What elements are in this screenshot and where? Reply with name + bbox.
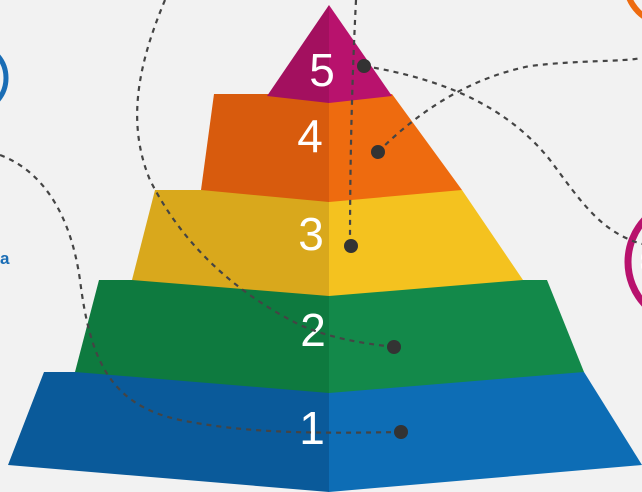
- connector-dot-2: [387, 340, 401, 354]
- connector-dot-3: [344, 239, 358, 253]
- level-3-left-face: [132, 190, 329, 296]
- top-right-edge-circle: [626, 0, 642, 19]
- level-2-left-face: [75, 280, 329, 393]
- pyramid-level-2: [75, 280, 584, 393]
- pyramid-level-3: [132, 190, 523, 296]
- pyramid-level-4: [201, 94, 462, 202]
- level-4-left-face: [201, 94, 329, 202]
- connector-level-3: [348, 0, 358, 247]
- level-number-4: 4: [297, 110, 323, 162]
- right-edge-circle: [624, 217, 642, 307]
- connector-dot-1: [394, 425, 408, 439]
- connector-level-4: [377, 56, 642, 153]
- connector-dot-4: [371, 145, 385, 159]
- connector-dot-5: [357, 59, 371, 73]
- side-text-fragment: a: [0, 249, 10, 268]
- level-5-left-face: [267, 5, 329, 103]
- level-5-right-face: [329, 5, 392, 103]
- level-number-1: 1: [299, 402, 325, 454]
- connector-level-1: [0, 153, 401, 434]
- level-1-right-face: [329, 372, 642, 492]
- level-number-3: 3: [298, 208, 324, 260]
- connector-level-2: [136, 0, 395, 349]
- level-1-left-face: [8, 372, 329, 492]
- pyramid-level-1: [8, 372, 642, 492]
- level-number-5: 5: [309, 44, 335, 96]
- level-4-right-face: [329, 94, 462, 202]
- left-edge-circle: [0, 54, 9, 102]
- level-3-right-face: [329, 190, 523, 296]
- pyramid-level-5: [267, 5, 392, 103]
- level-2-right-face: [329, 280, 584, 393]
